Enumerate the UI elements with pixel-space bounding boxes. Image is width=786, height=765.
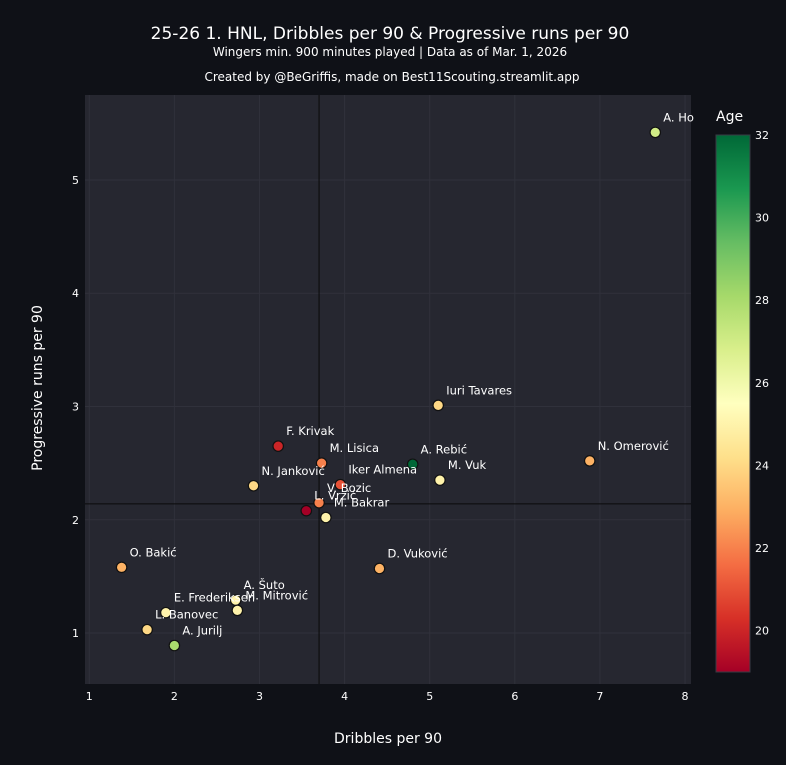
- y-tick-label: 1: [72, 627, 79, 640]
- chart-title: 25-26 1. HNL, Dribbles per 90 & Progress…: [151, 24, 630, 44]
- colorbar-tick-label: 24: [755, 459, 769, 472]
- point-label: Iker Almena: [348, 463, 417, 477]
- data-point: [141, 623, 153, 636]
- x-tick-label: 4: [341, 690, 348, 703]
- point-label: N. Janković: [262, 464, 325, 478]
- data-point: [432, 399, 445, 412]
- y-axis-label: Progressive runs per 90: [30, 305, 46, 471]
- y-tick-label: 3: [72, 400, 79, 413]
- data-point: [334, 478, 347, 491]
- data-point: [231, 604, 244, 617]
- data-point: [434, 474, 446, 486]
- x-tick-label: 3: [256, 690, 263, 703]
- data-point: [313, 496, 325, 509]
- data-point: [300, 504, 313, 517]
- data-point: [320, 511, 332, 524]
- data-point: [168, 639, 181, 652]
- colorbar-tick-label: 32: [755, 129, 769, 142]
- data-point: [115, 561, 128, 574]
- point-label: M. Bakrar: [334, 495, 390, 509]
- chart-subtitle: Wingers min. 900 minutes played | Data a…: [213, 45, 567, 59]
- point-labels: A. Ho Iuri Tavares N. Omerović A. Rebić M. V…: [130, 110, 694, 637]
- x-tick-label: 1: [86, 690, 93, 703]
- x-tick-label: 6: [511, 690, 518, 703]
- data-point: [583, 455, 596, 467]
- x-axis-ticks: 1 2 3 4 5 6 7 8: [86, 690, 689, 703]
- point-label: E. Frederiksen: [174, 591, 255, 605]
- colorbar: [715, 134, 751, 673]
- point-label: N. Omerović: [598, 439, 669, 453]
- x-tick-label: 7: [596, 690, 603, 703]
- point-label: A. Jurilj: [182, 623, 222, 637]
- point-label: L. Vrzić: [314, 489, 356, 503]
- point-label: A. Ho: [663, 110, 694, 124]
- point-label: L. Banovec: [155, 608, 218, 622]
- point-label: M. Mitrović: [245, 588, 308, 602]
- gridlines: [85, 95, 691, 684]
- colorbar-tick-label: 28: [755, 294, 769, 307]
- point-label: V. Bozic: [327, 481, 371, 495]
- data-point: [160, 606, 172, 619]
- y-tick-label: 2: [72, 514, 79, 527]
- colorbar-tick-label: 30: [755, 212, 769, 225]
- data-points: [115, 126, 662, 652]
- chart-credit: Created by @BeGriffis, made on Best11Sco…: [204, 70, 579, 84]
- data-point: [649, 126, 662, 139]
- point-label: M. Lisica: [330, 441, 379, 455]
- data-point: [247, 479, 260, 492]
- colorbar-tick-label: 26: [755, 377, 769, 390]
- point-label: O. Bakić: [130, 545, 177, 559]
- colorbar-title: Age: [716, 109, 743, 125]
- x-tick-label: 2: [171, 690, 178, 703]
- point-label: F. Krivak: [286, 424, 334, 438]
- colorbar-tick-label: 22: [755, 542, 769, 555]
- y-tick-label: 4: [72, 287, 79, 300]
- x-tick-label: 8: [682, 690, 689, 703]
- point-label: M. Vuk: [448, 458, 487, 472]
- point-label: A. Rebić: [421, 442, 467, 456]
- point-label: A. Šuto: [244, 577, 285, 592]
- y-axis-ticks: 1 2 3 4 5: [72, 174, 79, 640]
- plot-area: [85, 95, 691, 684]
- y-tick-label: 5: [72, 174, 79, 187]
- data-point: [406, 458, 419, 471]
- colorbar-ticks: 20 22 24 26 28 30 32: [755, 129, 769, 638]
- data-point: [272, 440, 285, 452]
- x-axis-label: Dribbles per 90: [334, 731, 442, 747]
- data-point: [315, 457, 328, 469]
- point-label: Iuri Tavares: [446, 383, 512, 397]
- x-tick-label: 5: [426, 690, 433, 703]
- data-point: [373, 562, 386, 575]
- point-label: D. Vuković: [387, 546, 447, 560]
- colorbar-tick-label: 20: [755, 625, 769, 638]
